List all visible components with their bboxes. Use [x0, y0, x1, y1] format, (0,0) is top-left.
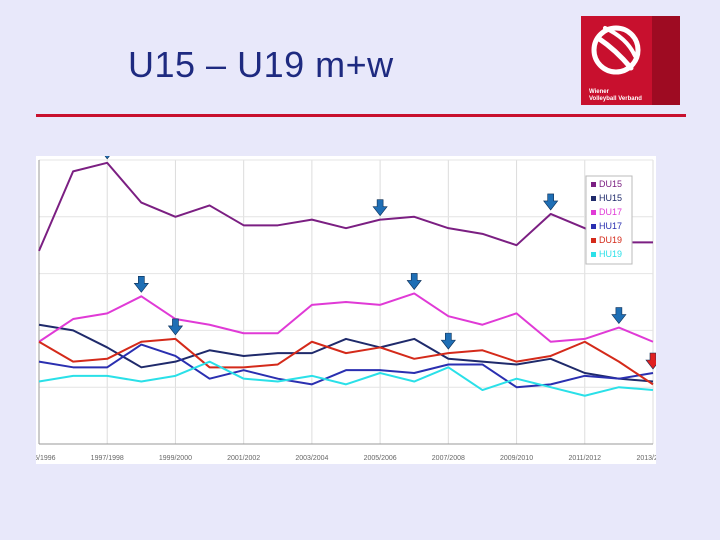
legend-swatch — [591, 196, 596, 201]
series-line-du19 — [38, 337, 654, 386]
legend-swatch — [591, 238, 596, 243]
legend-swatch — [591, 182, 596, 187]
x-tick-label: 2005/2006 — [364, 455, 397, 462]
logo-brand-line1: Wiener — [589, 89, 609, 95]
legend-box — [585, 175, 633, 265]
arrow-down-marker-icon — [133, 276, 149, 293]
grid-layer — [38, 159, 654, 445]
legend-swatch — [591, 252, 596, 257]
x-tick-label: 2013/2014 — [636, 455, 656, 462]
x-tick-label: 2011/2012 — [568, 455, 601, 462]
series-line-hu19 — [38, 360, 654, 397]
x-tick-label: 1999/2000 — [159, 455, 192, 462]
x-tick-label: 2009/2010 — [500, 455, 533, 462]
arrow-down-marker-icon — [645, 352, 656, 370]
legend-label-hu15: HU15 — [599, 193, 622, 203]
x-tick-label: 2001/2002 — [227, 455, 260, 462]
x-tick-label: 1997/1998 — [91, 455, 124, 462]
arrow-down-marker-icon — [372, 199, 388, 217]
wvv-logo: Wiener Volleyball Verband — [581, 16, 680, 105]
series-line-hu17 — [38, 343, 654, 389]
arrow-down-marker-icon — [104, 156, 110, 160]
logo-brand-line2: Volleyball Verband — [589, 96, 642, 102]
series-layer — [38, 161, 654, 397]
title-divider — [36, 114, 686, 117]
logo-dark-band — [652, 16, 680, 105]
chart-legend: DU15 HU15 DU17 HU17 DU19 HU19 — [585, 175, 633, 265]
series-line-du15 — [38, 161, 653, 252]
x-tick-label: 1995/1996 — [36, 455, 56, 462]
legend-label-hu17: HU17 — [599, 221, 622, 231]
volleyball-logo-icon — [591, 25, 641, 75]
arrow-down-marker-icon — [406, 273, 422, 290]
arrow-down-marker-icon — [611, 307, 627, 325]
chart-canvas: 1995/1996 1997/1998 1999/2000 2001/2002 2003… — [36, 156, 656, 462]
legend-label-hu19: HU19 — [599, 249, 622, 259]
x-tick-labels: 1995/1996 1997/1998 1999/2000 2001/2002 2003… — [36, 455, 656, 462]
series-line-du17 — [38, 292, 654, 343]
x-tick-label: 2003/2004 — [295, 455, 328, 462]
slide-title: U15 – U19 m+w — [128, 44, 394, 85]
legend-label-du15: DU15 — [599, 179, 622, 189]
x-tick-label: 2007/2008 — [432, 455, 465, 462]
arrow-down-marker-icon — [167, 318, 184, 336]
legend-swatch — [591, 224, 596, 229]
legend-swatch — [591, 210, 596, 215]
marker-layer — [104, 156, 656, 370]
line-chart: 1995/1996 1997/1998 1999/2000 2001/2002 2003… — [36, 156, 656, 464]
arrow-down-marker-icon — [440, 332, 456, 350]
logo-brand-text: Wiener Volleyball Verband — [589, 89, 677, 103]
legend-label-du17: DU17 — [599, 207, 622, 217]
series-line-hu15 — [38, 323, 654, 383]
legend-label-du19: DU19 — [599, 235, 622, 245]
arrow-down-marker-icon — [543, 193, 559, 211]
